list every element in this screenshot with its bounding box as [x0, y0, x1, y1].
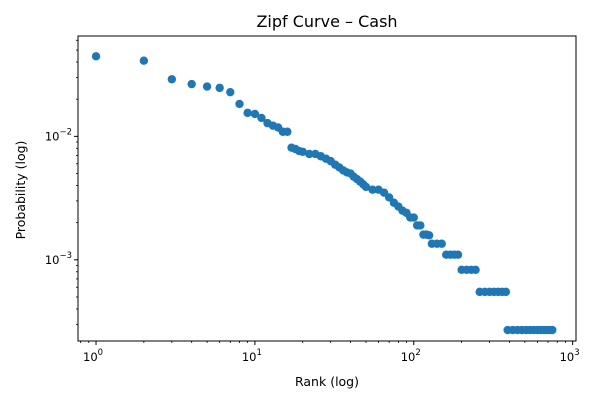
data-point: [139, 56, 149, 65]
data-point: [187, 79, 196, 89]
chart-title: Zipf Curve – Cash: [256, 12, 397, 31]
y-tick-base: 10: [45, 129, 60, 143]
data-point: [202, 82, 212, 91]
data-point: [368, 185, 377, 194]
x-tick-exponent: 0: [98, 348, 103, 358]
x-tick-exponent: 3: [574, 348, 579, 358]
x-tick-label: 102: [401, 348, 421, 364]
y-axis-ticks: 10−310−2: [45, 39, 78, 325]
data-point: [167, 75, 177, 84]
data-point: [501, 287, 511, 297]
data-point: [437, 239, 446, 248]
plot-frame: [77, 35, 577, 342]
x-tick-base: 10: [560, 350, 575, 364]
y-tick-exponent: −2: [59, 127, 72, 137]
data-point: [409, 213, 418, 222]
y-tick-label: 10−3: [45, 251, 72, 267]
x-axis-label: Rank (log): [295, 374, 359, 389]
x-tick-label: 101: [242, 348, 262, 364]
data-point: [235, 99, 244, 109]
x-tick-label: 100: [83, 348, 103, 364]
x-tick-exponent: 1: [257, 348, 262, 358]
x-axis-ticks: 100 101 102 103: [80, 341, 580, 364]
data-point: [243, 108, 252, 118]
data-point: [257, 113, 266, 123]
data-point: [416, 221, 425, 230]
data-point: [305, 149, 314, 159]
data-point: [548, 325, 557, 335]
data-point: [298, 147, 307, 156]
x-tick-label: 103: [560, 348, 580, 364]
data-point: [250, 109, 260, 119]
scatter-points: [91, 52, 557, 335]
x-tick-base: 10: [83, 350, 98, 364]
y-tick-base: 10: [45, 253, 60, 267]
y-tick-label: 10−2: [45, 127, 72, 143]
y-tick-exponent: −3: [59, 251, 72, 261]
x-tick-base: 10: [401, 350, 416, 364]
data-point: [453, 250, 463, 259]
y-axis-label: Probability (log): [13, 141, 28, 240]
data-point: [226, 87, 235, 97]
data-point: [91, 52, 101, 61]
data-point: [424, 231, 434, 240]
x-tick-exponent: 2: [415, 348, 420, 358]
data-point: [215, 83, 224, 93]
data-point: [361, 182, 371, 192]
x-tick-base: 10: [242, 350, 257, 364]
data-point: [471, 265, 480, 275]
data-point: [283, 127, 292, 136]
